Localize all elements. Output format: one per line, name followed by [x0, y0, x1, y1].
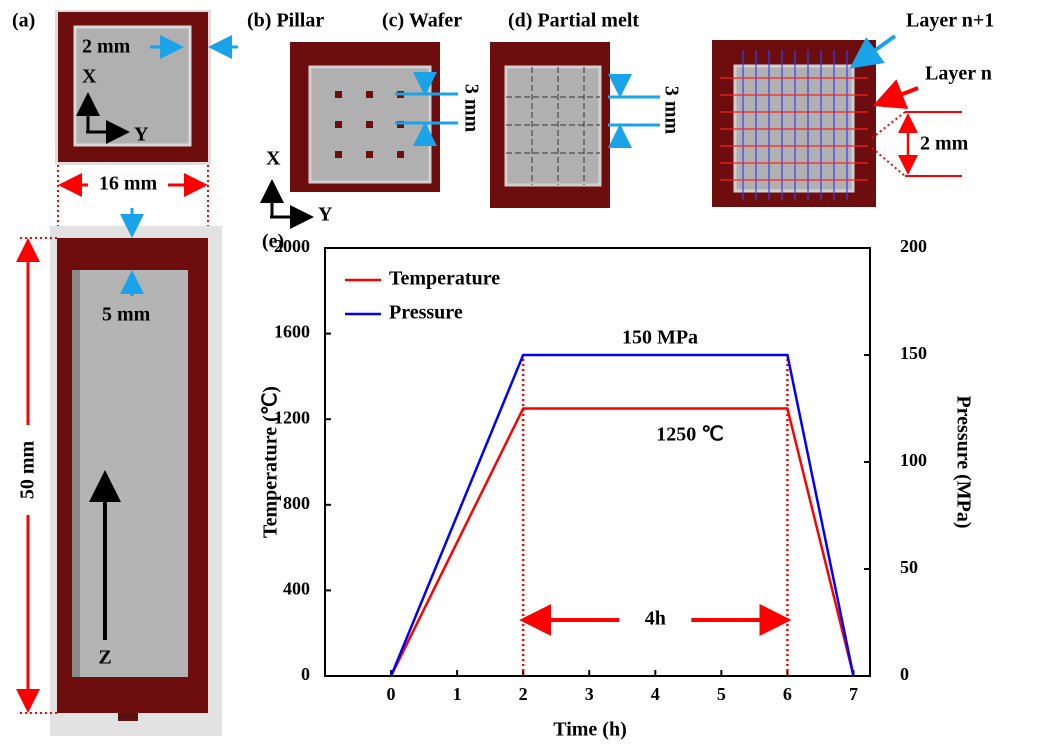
series-line	[391, 409, 853, 677]
y2-tick-label: 50	[900, 557, 918, 577]
x-tick-label: 1	[453, 684, 462, 704]
x-axis-title: Time (h)	[553, 719, 627, 741]
dim-label: 3 mm	[660, 86, 682, 135]
y2-tick-label: 100	[900, 450, 927, 470]
axis-label: Y	[318, 204, 333, 226]
y-tick-label: 800	[283, 493, 310, 513]
y2-axis-title: Pressure (MPa)	[952, 395, 974, 528]
panel-b: (b) Pillar 3 mm X Y	[247, 10, 482, 226]
y2-tick-label: 150	[900, 343, 927, 363]
y-tick-label: 0	[301, 664, 310, 684]
layer-label: Layer n	[925, 63, 992, 85]
y2-tick-label: 200	[900, 236, 927, 256]
x-tick-label: 0	[387, 684, 396, 704]
guide	[872, 112, 905, 138]
dim-label: 2 mm	[920, 133, 969, 155]
axis-label: X	[266, 148, 281, 170]
panel-label: (c) Wafer	[382, 10, 462, 32]
panel-label: (b) Pillar	[247, 10, 324, 32]
sample	[72, 270, 188, 677]
panel-label: (d) Partial melt	[508, 10, 639, 32]
dim-label: 50 mm	[17, 441, 39, 500]
x-tick-label: 2	[519, 684, 528, 704]
x-tick-label: 5	[717, 684, 726, 704]
annotation: 4h	[645, 608, 666, 630]
y2-tick-label: 0	[900, 664, 909, 684]
guide	[872, 148, 905, 176]
axis-label: X	[82, 66, 97, 88]
legend-label: Pressure	[389, 302, 463, 324]
figure: (a) 2 mm X Y 16 mm 5 mm 50 mm Z (b) Pill…	[0, 0, 1038, 746]
plug	[118, 713, 138, 721]
y-tick-label: 2000	[274, 236, 310, 256]
x-tick-label: 3	[585, 684, 594, 704]
y-tick-label: 1600	[274, 322, 310, 342]
layer-label: Layer n+1	[906, 10, 994, 32]
arrow	[880, 88, 918, 103]
chart: (e) Time (h) Temperature (℃) Pressure (M…	[260, 231, 975, 741]
axis-label: Z	[98, 647, 111, 669]
panel-label: (a)	[12, 10, 35, 32]
annotation: 1250 ℃	[656, 424, 723, 446]
x-tick-label: 7	[849, 684, 858, 704]
dim-label: 2 mm	[82, 36, 131, 58]
y-tick-label: 1200	[274, 407, 310, 427]
sample	[506, 67, 600, 185]
sample-edge	[72, 270, 80, 677]
dim-label: 3 mm	[460, 84, 482, 133]
panel-a: (a) 2 mm X Y 16 mm 5 mm 50 mm Z	[12, 10, 238, 736]
annotation: 150 MPa	[622, 327, 698, 349]
legend-label: Temperature	[389, 268, 500, 290]
y-tick-label: 400	[283, 579, 310, 599]
dim-label: 5 mm	[102, 304, 151, 326]
x-tick-label: 6	[783, 684, 792, 704]
x-tick-label: 4	[651, 684, 660, 704]
dim-label: 16 mm	[99, 173, 158, 195]
axis-label: Y	[134, 124, 149, 146]
